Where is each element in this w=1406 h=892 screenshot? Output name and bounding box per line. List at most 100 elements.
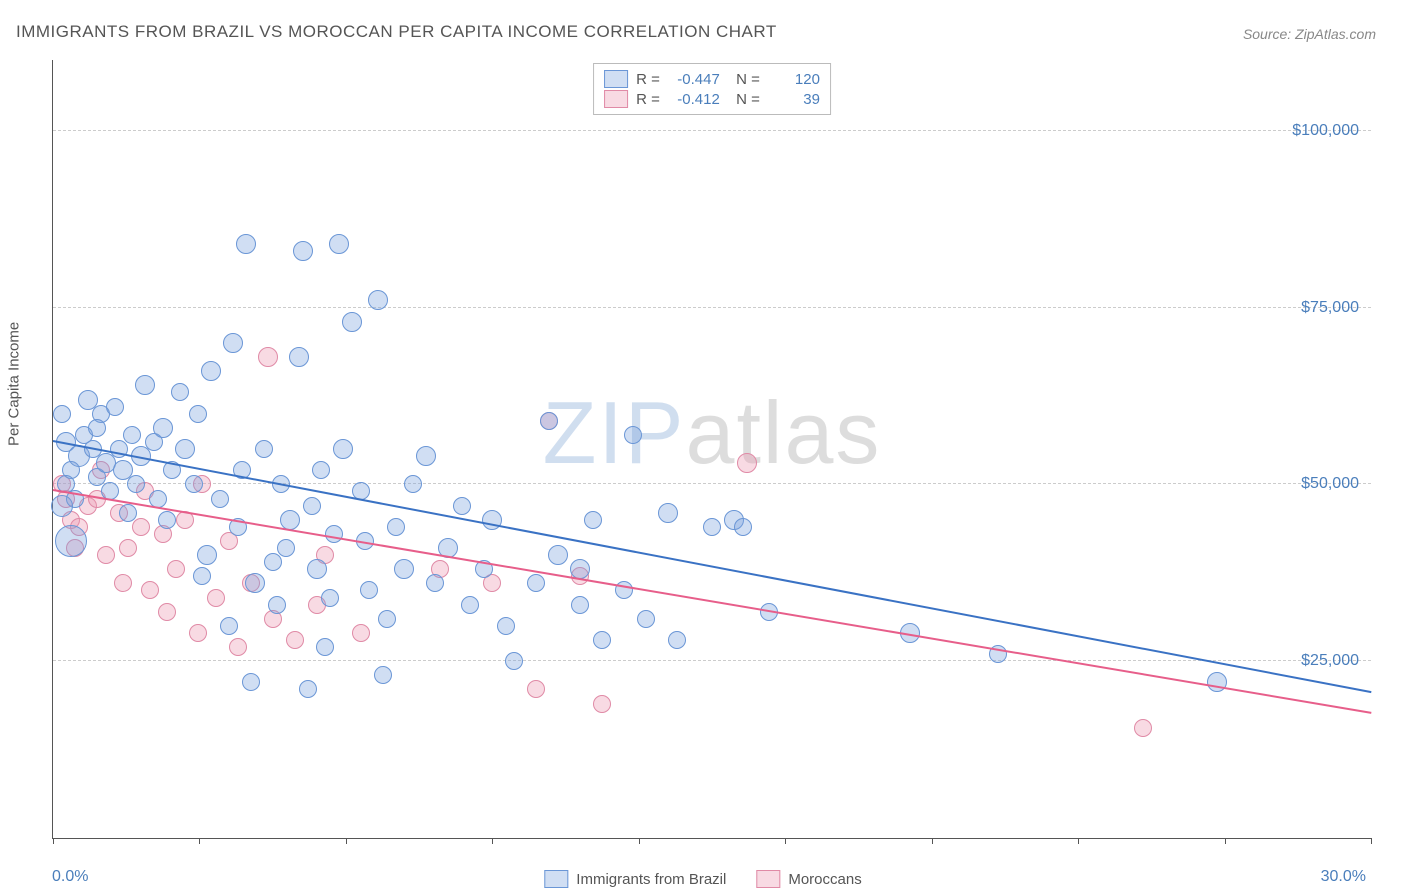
data-point (293, 241, 313, 261)
data-point (527, 574, 545, 592)
data-point (242, 673, 260, 691)
data-point (55, 525, 87, 557)
data-point (289, 347, 309, 367)
data-point (703, 518, 721, 536)
data-point (167, 560, 185, 578)
data-point (88, 419, 106, 437)
data-point (97, 546, 115, 564)
swatch-series2 (604, 90, 628, 108)
x-tick (932, 838, 933, 844)
stats-legend: R = -0.447 N = 120 R = -0.412 N = 39 (593, 63, 831, 115)
data-point (374, 666, 392, 684)
data-point (426, 574, 444, 592)
gridline (53, 660, 1371, 661)
data-point (211, 490, 229, 508)
data-point (404, 475, 422, 493)
data-point (360, 581, 378, 599)
data-point (280, 510, 300, 530)
data-point (299, 680, 317, 698)
gridline (53, 130, 1371, 131)
correlation-chart: IMMIGRANTS FROM BRAZIL VS MOROCCAN PER C… (0, 0, 1406, 892)
x-tick (53, 838, 54, 844)
n-value-series2: 39 (768, 91, 820, 108)
data-point (584, 511, 602, 529)
data-point (193, 567, 211, 585)
data-point (207, 589, 225, 607)
data-point (158, 511, 176, 529)
data-point (453, 497, 471, 515)
x-tick (639, 838, 640, 844)
data-point (268, 596, 286, 614)
data-point (175, 439, 195, 459)
plot-area: ZIPatlas R = -0.447 N = 120 R = -0.412 N… (52, 60, 1371, 839)
data-point (540, 412, 558, 430)
x-tick (199, 838, 200, 844)
data-point (316, 638, 334, 656)
y-tick-label: $25,000 (1301, 652, 1359, 670)
data-point (637, 610, 655, 628)
data-point (624, 426, 642, 444)
x-axis-max-label: 30.0% (1321, 868, 1366, 886)
data-point (368, 290, 388, 310)
data-point (329, 234, 349, 254)
data-point (201, 361, 221, 381)
data-point (277, 539, 295, 557)
data-point (333, 439, 353, 459)
data-point (342, 312, 362, 332)
n-label: N = (728, 71, 760, 88)
data-point (593, 631, 611, 649)
data-point (461, 596, 479, 614)
data-point (737, 453, 757, 473)
watermark-atlas: atlas (686, 383, 882, 482)
data-point (189, 624, 207, 642)
data-point (119, 539, 137, 557)
data-point (352, 624, 370, 642)
gridline (53, 307, 1371, 308)
data-point (527, 680, 545, 698)
swatch-series1-icon (544, 870, 568, 888)
data-point (189, 405, 207, 423)
x-tick (346, 838, 347, 844)
data-point (312, 461, 330, 479)
source-attribution: Source: ZipAtlas.com (1243, 26, 1376, 42)
data-point (658, 503, 678, 523)
legend-item-series1: Immigrants from Brazil (544, 870, 726, 888)
data-point (668, 631, 686, 649)
y-tick-label: $100,000 (1292, 122, 1359, 140)
x-tick (1078, 838, 1079, 844)
y-tick-label: $75,000 (1301, 299, 1359, 317)
data-point (286, 631, 304, 649)
data-point (236, 234, 256, 254)
x-axis-min-label: 0.0% (52, 868, 88, 886)
data-point (223, 333, 243, 353)
data-point (51, 495, 73, 517)
watermark: ZIPatlas (543, 382, 882, 484)
data-point (153, 418, 173, 438)
data-point (171, 383, 189, 401)
data-point (255, 440, 273, 458)
r-value-series2: -0.412 (668, 91, 720, 108)
data-point (416, 446, 436, 466)
data-point (158, 603, 176, 621)
data-point (325, 525, 343, 543)
stats-row-series2: R = -0.412 N = 39 (604, 90, 820, 108)
series-legend: Immigrants from Brazil Moroccans (544, 870, 861, 888)
gridline (53, 483, 1371, 484)
watermark-zip: ZIP (543, 383, 686, 482)
trend-line (53, 440, 1371, 693)
x-tick (492, 838, 493, 844)
x-tick (1225, 838, 1226, 844)
n-value-series1: 120 (768, 71, 820, 88)
data-point (303, 497, 321, 515)
data-point (387, 518, 405, 536)
data-point (497, 617, 515, 635)
data-point (321, 589, 339, 607)
data-point (132, 518, 150, 536)
data-point (258, 347, 278, 367)
legend-item-series2: Moroccans (756, 870, 861, 888)
data-point (548, 545, 568, 565)
data-point (141, 581, 159, 599)
data-point (220, 617, 238, 635)
n-label: N = (728, 91, 760, 108)
data-point (571, 596, 589, 614)
